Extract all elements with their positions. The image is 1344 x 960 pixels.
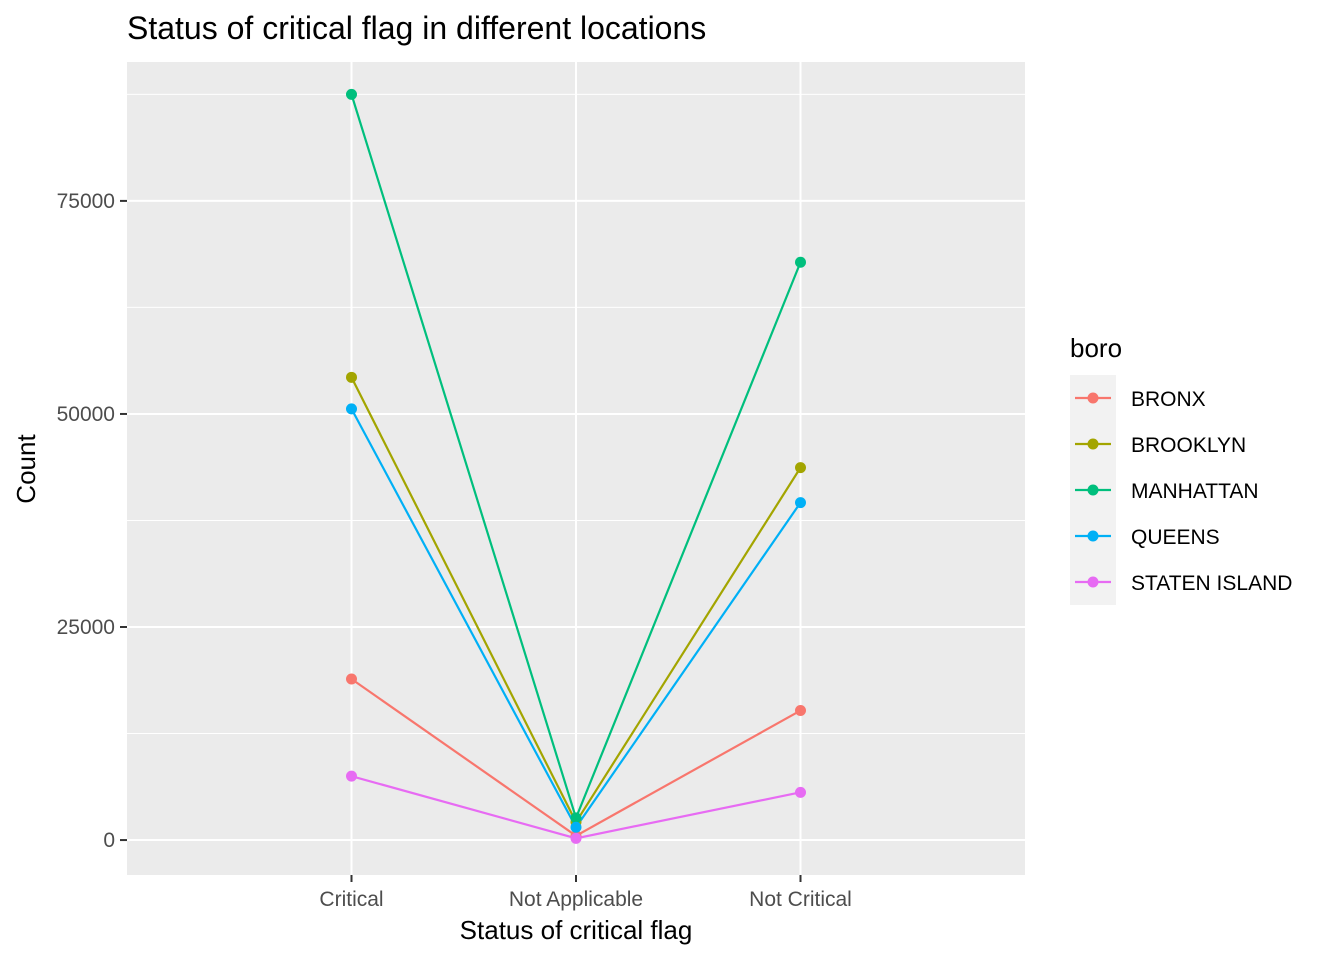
data-point (795, 705, 806, 717)
data-point (795, 462, 806, 474)
data-point (570, 832, 582, 844)
legend-label: STATEN ISLAND (1131, 572, 1292, 595)
legend-key-point (1087, 530, 1099, 542)
data-point (570, 812, 582, 824)
y-tick-label: 75000 (57, 190, 115, 213)
y-axis: 0 25000 50000 75000 (57, 190, 127, 852)
y-tick-label: 25000 (57, 616, 115, 639)
data-point (346, 88, 357, 100)
legend-key-point (1087, 576, 1099, 588)
data-point (795, 786, 806, 798)
legend-label: QUEENS (1131, 526, 1220, 549)
legend-label: BROOKLYN (1131, 434, 1246, 457)
data-point (795, 497, 806, 509)
legend-label: BRONX (1131, 388, 1206, 411)
data-point (346, 403, 357, 415)
data-point (570, 821, 582, 833)
legend-label: MANHATTAN (1131, 480, 1259, 503)
x-axis: Critical Not Applicable Not Critical (319, 875, 852, 911)
legend-key-point (1087, 438, 1099, 450)
y-tick-label: 0 (103, 829, 115, 852)
legend: boro BRONX BROOKLYN MANHATTAN QUEENS STATEN … (1070, 333, 1292, 605)
x-tick-label: Not Critical (749, 888, 852, 911)
data-point (346, 371, 357, 383)
chart-title: Status of critical flag in different loc… (127, 10, 706, 46)
x-tick-label: Not Applicable (509, 888, 643, 911)
y-tick-label: 50000 (57, 403, 115, 426)
legend-key-point (1087, 392, 1099, 404)
y-axis-title: Count (11, 434, 41, 504)
series-layer (346, 88, 806, 844)
legend-key-point (1087, 484, 1099, 496)
x-axis-title: Status of critical flag (460, 915, 693, 945)
legend-title: boro (1070, 333, 1122, 363)
data-point (346, 770, 357, 782)
legend-items: BRONX BROOKLYN MANHATTAN QUEENS STATEN ISLAN… (1075, 388, 1292, 595)
data-point (346, 673, 357, 685)
x-tick-label: Critical (319, 888, 383, 911)
data-point (795, 256, 806, 268)
